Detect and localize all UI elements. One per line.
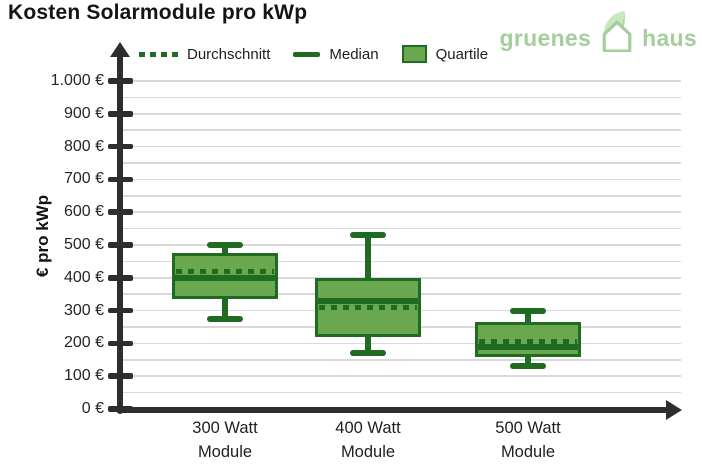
y-tick-label: 100 € [63,367,104,385]
category-label-line: Module [340,443,396,461]
gridline [123,113,681,115]
y-tick-label: 600 € [63,203,104,221]
chart-title: Kosten Solarmodule pro kWp [8,1,308,24]
median-line [172,274,278,281]
gridline [123,244,681,246]
whisker-min-cap [510,363,546,370]
y-tick [108,275,133,281]
y-tick [108,111,133,117]
whisker-max-cap [350,232,386,239]
legend-item-durchschnitt: Durchschnitt [139,46,270,63]
whisker-lower-stem [365,336,371,354]
gridline [123,227,681,230]
y-tick-label: 900 € [63,104,104,122]
category-label-line: Module [197,443,253,461]
y-tick [108,143,133,150]
y-axis-arrow-icon [110,42,130,57]
y-tick-label: 300 € [63,301,104,319]
y-tick [108,307,133,314]
y-tick [108,340,133,347]
mean-dotted-line [479,339,577,345]
x-axis-line [116,407,668,413]
gridline [123,129,681,131]
whisker-min-cap [350,350,386,357]
gridline [123,375,681,377]
legend: Durchschnitt Median Quartile [139,45,488,63]
logo-text-haus: haus [642,25,697,51]
mean-dotted-line [319,304,417,310]
mean-dotted-line [176,268,274,274]
category-label-line: 300 Watt [192,419,258,437]
y-tick [108,78,133,84]
category-label-line: 500 Watt [495,419,561,437]
gridline [123,162,681,164]
y-tick-label: 0 € [81,400,104,417]
y-tick [108,209,133,215]
category-label: 500 Watt Module [458,416,598,464]
whisker-upper-stem [525,310,531,323]
median-line [475,343,581,350]
category-label: 300 Watt Module [155,416,295,464]
y-tick-label: 400 € [63,268,104,286]
gridline [123,80,681,82]
category-label-line: Module [500,443,556,461]
legend-label-durchschnitt: Durchschnitt [187,45,271,63]
whisker-lower-stem [222,299,228,319]
category-label-line: 400 Watt [335,419,401,437]
whisker-max-cap [510,307,546,314]
gridline [123,178,681,181]
y-tick [108,242,133,248]
box-swatch-icon [401,45,427,63]
y-tick [108,406,133,412]
category-label: 400 Watt Module [298,416,438,464]
logo-text-gruenes: gruenes [499,25,592,51]
legend-label-median: Median [329,45,379,63]
y-axis-line [117,52,123,414]
x-axis-arrow-icon [666,400,682,420]
y-tick [108,176,133,183]
legend-item-median: Median [293,45,379,63]
median-line [315,297,421,304]
legend-label-quartile: Quartile [435,45,489,63]
y-tick-label: 700 € [63,170,104,188]
logo-house-leaf-icon [602,10,632,52]
y-tick-label: 1.000 € [50,72,104,89]
legend-item-quartile: Quartile [401,45,489,63]
whisker-upper-stem [222,245,228,254]
gridline [123,391,681,394]
gridline [123,342,681,345]
gridline [123,359,681,361]
gridline [123,211,681,213]
solid-line-swatch-icon [293,51,321,57]
whisker-max-cap [207,242,243,248]
y-tick [108,373,133,379]
whisker-upper-stem [365,235,371,278]
gridline [123,195,681,197]
y-tick-label: 800 € [63,137,104,155]
logo: gruenes haus [499,10,697,52]
whisker-lower-stem [525,356,531,367]
gridline [123,260,681,263]
y-tick-label: 500 € [63,236,104,253]
gridline [123,145,681,148]
gridline [123,96,681,99]
whisker-min-cap [207,315,243,322]
dotted-line-swatch-icon [139,51,178,57]
y-tick-label: 200 € [63,334,104,352]
